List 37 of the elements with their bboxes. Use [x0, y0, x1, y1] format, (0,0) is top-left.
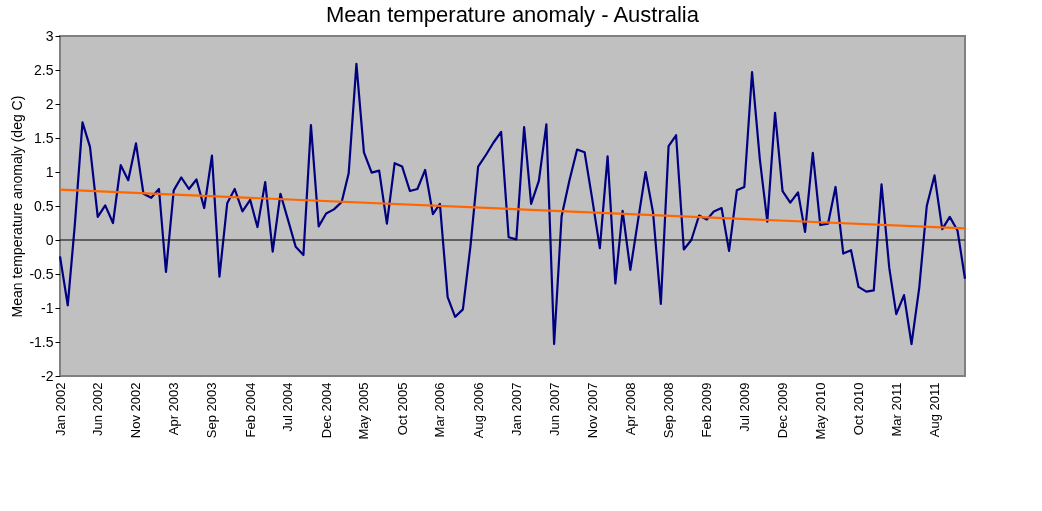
x-tick-label: Feb 2004: [242, 382, 258, 438]
x-tick-label: Nov 2002: [128, 382, 144, 439]
x-tick-label: Mar 2006: [432, 382, 448, 438]
x-tick-label: Jun 2007: [546, 382, 562, 436]
x-tick-label: Sep 2008: [661, 382, 677, 439]
x-tick-label: Jan 2007: [508, 382, 524, 436]
y-tick-label: -2: [41, 367, 54, 384]
x-tick-label: Aug 2011: [927, 382, 943, 438]
y-tick-label: -0.5: [29, 265, 54, 282]
y-tick-label: 0: [45, 231, 54, 248]
x-tick-label: Sep 2003: [204, 382, 220, 439]
y-tick-label: 1: [45, 163, 54, 180]
x-tick-label: May 2010: [812, 382, 828, 440]
x-tick-label: Oct 2005: [394, 382, 410, 436]
x-tick-label: Jul 2004: [280, 382, 296, 432]
y-tick-label: 2: [45, 95, 54, 112]
x-tick-label: Apr 2003: [166, 382, 182, 436]
x-tick-label: Dec 2004: [318, 382, 334, 439]
x-tick-label: Mar 2011: [888, 382, 904, 437]
y-tick-label: -1.5: [29, 333, 54, 350]
x-tick-label: Oct 2010: [851, 382, 867, 436]
y-axis-title: Mean temperature anomaly (deg C): [9, 95, 26, 318]
x-tick-label: Jan 2002: [52, 382, 68, 436]
y-tick-label: -1: [41, 299, 54, 316]
x-tick-label: May 2005: [356, 382, 372, 440]
x-tick-label: Aug 2006: [470, 382, 486, 439]
y-tick-label: 1.5: [34, 129, 54, 146]
chart-title: Mean temperature anomaly - Australia: [326, 2, 700, 27]
x-tick-label: Feb 2009: [699, 382, 715, 438]
x-tick-label: Jun 2002: [90, 382, 106, 436]
x-tick-label: Jul 2009: [736, 382, 752, 432]
y-tick-label: 3: [45, 27, 54, 44]
y-tick-label: 2.5: [34, 61, 54, 78]
x-tick-label: Nov 2007: [584, 382, 600, 439]
y-tick-label: 0.5: [34, 197, 54, 214]
x-tick-label: Apr 2008: [622, 382, 638, 436]
x-tick-label: Dec 2009: [775, 382, 791, 439]
